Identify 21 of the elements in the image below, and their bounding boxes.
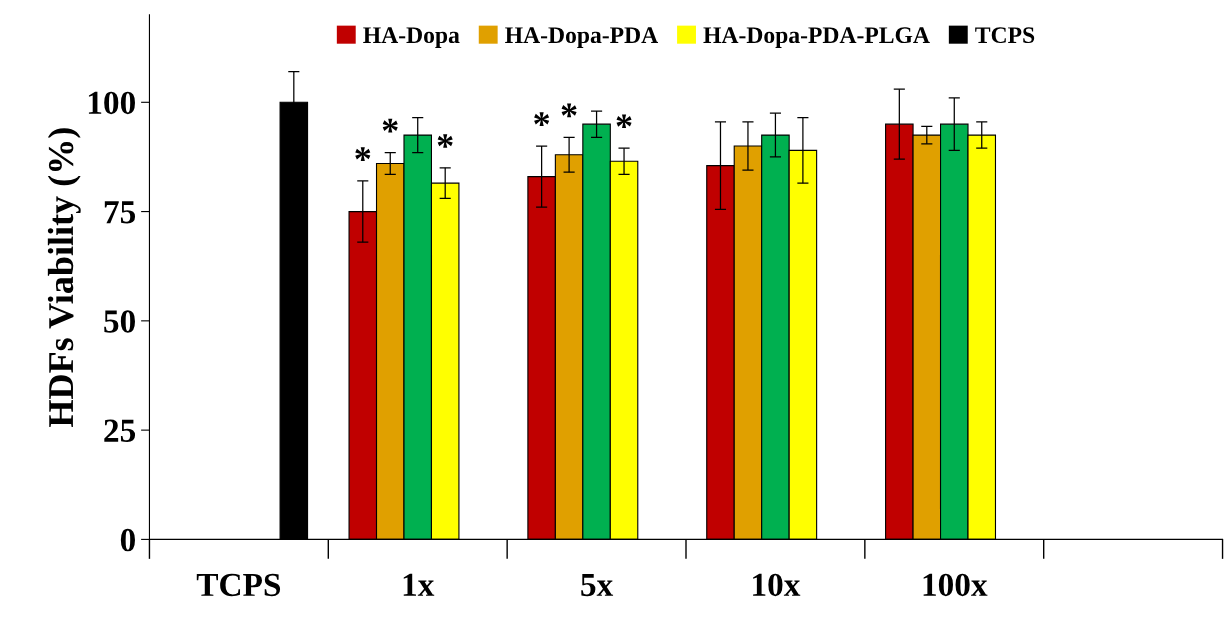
x-tick-label: TCPS	[196, 573, 281, 597]
data-label: *	[561, 103, 577, 118]
y-tick-label: 0	[120, 528, 135, 552]
legend-label: HA-Dopa-PDA-PLGA	[703, 27, 930, 48]
data-label: *	[616, 114, 632, 129]
y-tick-label: 50	[104, 310, 135, 333]
x-tick-label: 5x	[581, 574, 614, 597]
x-tick-label: 10x	[753, 573, 801, 597]
legend-label: TCPS	[975, 27, 1035, 44]
data-label: *	[355, 147, 371, 161]
x-tick-label: 1x	[403, 573, 435, 596]
data-label: *	[534, 112, 550, 126]
y-tick-label: 25	[104, 419, 136, 443]
y-tick-label: 75	[104, 201, 136, 224]
y-axis-title: HDFs Viability (%)	[47, 128, 81, 427]
x-tick-label: 100x	[923, 573, 988, 597]
data-label: *	[382, 118, 398, 133]
legend-label: HA-Dopa	[363, 27, 460, 48]
y-tick-label: 100	[88, 91, 135, 115]
data-label: *	[437, 134, 453, 148]
legend-label: HA-Dopa-PDA	[505, 27, 659, 48]
